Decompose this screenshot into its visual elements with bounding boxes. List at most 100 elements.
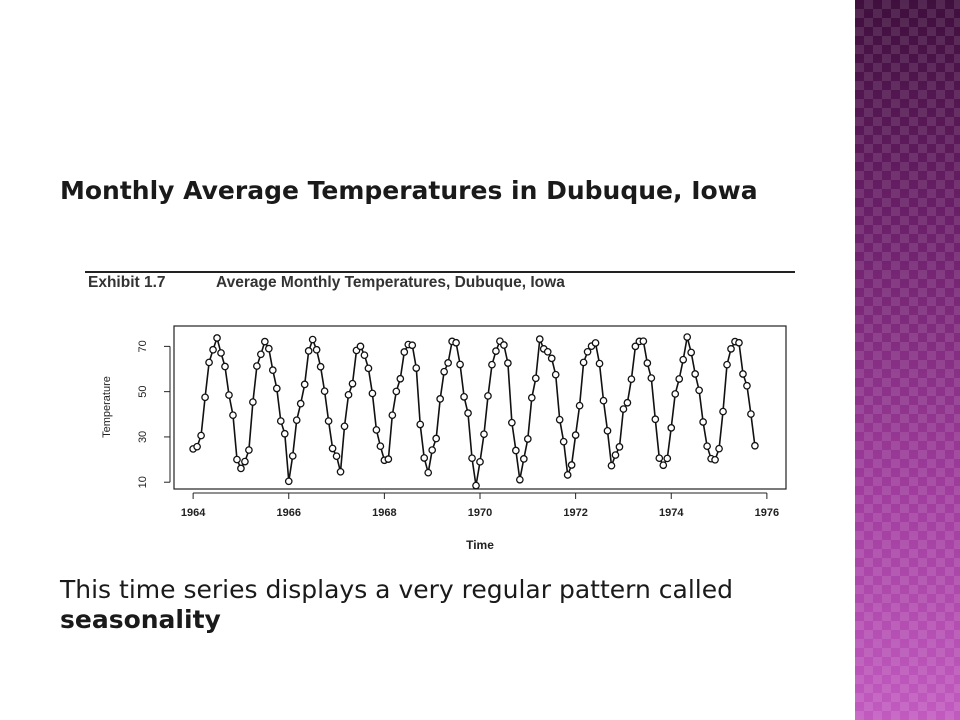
data-point (225, 391, 233, 399)
body-text: This time series displays a very regular… (60, 575, 840, 635)
data-point (623, 398, 632, 407)
data-point (555, 415, 564, 424)
x-axis: 1964 1966 1968 1970 1972 1974 1976 (181, 492, 779, 519)
data-point (213, 334, 221, 342)
data-point (719, 407, 727, 416)
y-tick-label: 50 (137, 386, 149, 398)
data-point (292, 416, 301, 425)
data-point (376, 442, 385, 451)
data-point (583, 347, 592, 356)
data-point (627, 375, 636, 384)
data-point (643, 359, 652, 367)
y-tick-label: 30 (137, 431, 149, 443)
data-point (257, 350, 265, 359)
data-point (316, 362, 325, 371)
data-point (249, 398, 257, 406)
data-point (535, 335, 544, 343)
x-axis-label: Time (466, 538, 494, 552)
x-tick-label: 1970 (468, 507, 492, 519)
data-point (671, 390, 680, 398)
data-point (468, 454, 476, 463)
data-point (408, 341, 417, 350)
data-point (523, 435, 532, 443)
data-point (551, 370, 560, 379)
data-point (563, 471, 572, 479)
data-point (611, 451, 620, 459)
data-point (683, 333, 692, 341)
data-point (579, 358, 588, 367)
data-point (372, 426, 381, 434)
data-point (197, 431, 205, 440)
data-point (751, 441, 759, 450)
data-point (559, 437, 568, 446)
data-point (500, 341, 508, 349)
data-point (472, 481, 480, 490)
data-point (655, 454, 664, 463)
decorative-side-panel (855, 0, 960, 720)
data-point (504, 359, 512, 367)
data-point (392, 387, 401, 396)
data-point (452, 338, 460, 347)
data-point (300, 380, 309, 389)
data-point (631, 342, 640, 351)
data-point (659, 461, 668, 470)
y-axis-label: Temperature (101, 376, 113, 438)
data-point (320, 387, 329, 396)
data-point (241, 457, 249, 466)
data-point (260, 337, 269, 346)
x-tick-label: 1968 (372, 507, 396, 519)
data-point (428, 446, 437, 454)
data-point (272, 384, 281, 393)
data-point (464, 409, 472, 418)
data-point (727, 345, 735, 353)
body-text-prefix: This time series displays a very regular… (60, 575, 733, 604)
data-point (492, 347, 500, 355)
data-point (396, 374, 405, 383)
data-point (420, 454, 429, 462)
data-point (547, 354, 556, 363)
data-point (340, 422, 349, 431)
data-point (193, 442, 201, 451)
data-point (703, 442, 711, 451)
data-point (328, 444, 337, 453)
data-point (488, 360, 496, 369)
data-point (687, 348, 696, 357)
data-point (304, 347, 313, 355)
data-point (639, 337, 648, 346)
data-point (599, 396, 608, 405)
data-point (531, 374, 540, 383)
data-point (217, 349, 225, 357)
data-point (575, 401, 584, 410)
data-point (412, 364, 421, 372)
x-tick-label: 1964 (181, 507, 206, 519)
data-point (695, 386, 703, 395)
data-point (360, 351, 369, 360)
x-tick-label: 1966 (277, 507, 301, 519)
exhibit-title: Average Monthly Temperatures, Dubuque, I… (216, 274, 565, 291)
data-point (209, 345, 217, 354)
data-point (512, 446, 520, 455)
data-point (400, 348, 409, 356)
y-tick-label: 70 (137, 340, 149, 352)
x-tick-label: 1972 (563, 507, 587, 519)
data-point (268, 366, 277, 374)
exhibit-rule (85, 271, 795, 273)
data-point (436, 395, 445, 403)
data-point (432, 434, 441, 443)
data-point (356, 342, 365, 351)
x-tick-label: 1974 (659, 507, 684, 519)
data-point (571, 431, 580, 439)
data-point (747, 410, 755, 418)
data-point (699, 418, 707, 426)
data-point (663, 454, 672, 463)
data-point (456, 360, 464, 369)
series-line (192, 335, 756, 486)
data-point (324, 417, 333, 425)
data-point (424, 468, 433, 477)
data-point (619, 405, 628, 413)
data-point (480, 430, 488, 439)
data-point (691, 370, 700, 378)
data-point (647, 374, 656, 382)
